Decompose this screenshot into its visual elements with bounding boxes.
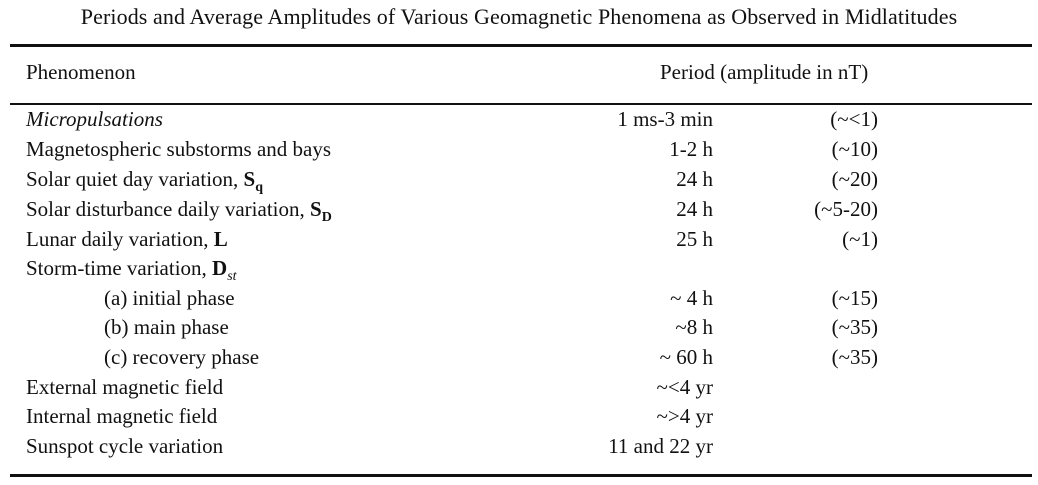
amplitude-value: (~15) [831, 286, 878, 310]
phenomenon-symbol: SD [310, 197, 332, 225]
table-row: Lunar daily variation, L 25 h (~1) [0, 227, 1038, 256]
table-row: Internal magnetic field ~>4 yr [0, 404, 1038, 433]
period-value: ~>4 yr [656, 404, 713, 428]
table-row: Solar quiet day variation, Sq 24 h (~20) [0, 167, 1038, 196]
table-row: (c) recovery phase ~ 60 h (~35) [0, 345, 1038, 374]
bottom-rule [10, 474, 1032, 477]
phenomenon-symbol: L [213, 227, 228, 251]
amplitude-value: (~20) [831, 167, 878, 191]
phenomenon-name: Magnetospheric substorms and bays [26, 137, 332, 161]
table-caption: Periods and Average Amplitudes of Variou… [80, 4, 958, 29]
period-value: 24 h [676, 167, 713, 191]
table-row: Micropulsations 1 ms-3 min (~<1) [0, 107, 1038, 136]
phenomenon-label: Solar quiet day variation, [26, 167, 244, 191]
phenomenon-label: Solar disturbance daily variation, [26, 197, 311, 221]
phenomenon-name: External magnetic field [26, 375, 224, 399]
amplitude-value: (~<1) [830, 107, 878, 131]
period-value: ~<4 yr [656, 375, 713, 399]
amplitude-value: (~35) [831, 345, 878, 369]
amplitude-value: (~10) [831, 137, 878, 161]
period-value: 24 h [676, 197, 713, 221]
phenomenon-symbol: Dst [212, 256, 237, 284]
table-row: Sunspot cycle variation 11 and 22 yr [0, 434, 1038, 463]
phenomenon-name: Lunar daily variation, L [26, 227, 228, 252]
phenomenon-symbol: Sq [243, 167, 264, 195]
phenomenon-name: Storm-time variation, Dst [26, 256, 237, 284]
phenomenon-name: Internal magnetic field [26, 404, 218, 428]
amplitude-value: (~1) [842, 227, 878, 251]
phenomenon-name: Micropulsations [26, 107, 163, 131]
period-value: 11 and 22 yr [608, 434, 713, 458]
header-period: Period (amplitude in nT) [660, 60, 869, 84]
period-value: ~8 h [675, 315, 713, 339]
header-phenomenon: Phenomenon [26, 60, 136, 84]
phenomenon-name: (a) initial phase [104, 286, 235, 310]
table-row: (b) main phase ~8 h (~35) [0, 315, 1038, 344]
phenomenon-name: (c) recovery phase [104, 345, 260, 369]
period-value: 25 h [676, 227, 713, 251]
phenomenon-name: Solar disturbance daily variation, SD [26, 197, 332, 225]
phenomenon-name: (b) main phase [104, 315, 229, 339]
amplitude-value: (~5-20) [814, 197, 878, 221]
period-value: ~ 60 h [659, 345, 713, 369]
phenomenon-name: Sunspot cycle variation [26, 434, 224, 458]
phenomenon-label: Storm-time variation, [26, 256, 213, 280]
period-value: 1-2 h [669, 137, 713, 161]
table-row: Solar disturbance daily variation, SD 24… [0, 197, 1038, 226]
amplitude-value: (~35) [831, 315, 878, 339]
table-row: Magnetospheric substorms and bays 1-2 h … [0, 137, 1038, 166]
table-row: (a) initial phase ~ 4 h (~15) [0, 286, 1038, 315]
period-value: ~ 4 h [670, 286, 713, 310]
header-rule [10, 103, 1032, 105]
table-row: Storm-time variation, Dst [0, 256, 1038, 285]
phenomenon-label: Lunar daily variation, [26, 227, 214, 251]
top-rule [10, 44, 1032, 47]
phenomenon-name: Solar quiet day variation, Sq [26, 167, 264, 195]
table-row: External magnetic field ~<4 yr [0, 375, 1038, 404]
period-value: 1 ms-3 min [617, 107, 713, 131]
